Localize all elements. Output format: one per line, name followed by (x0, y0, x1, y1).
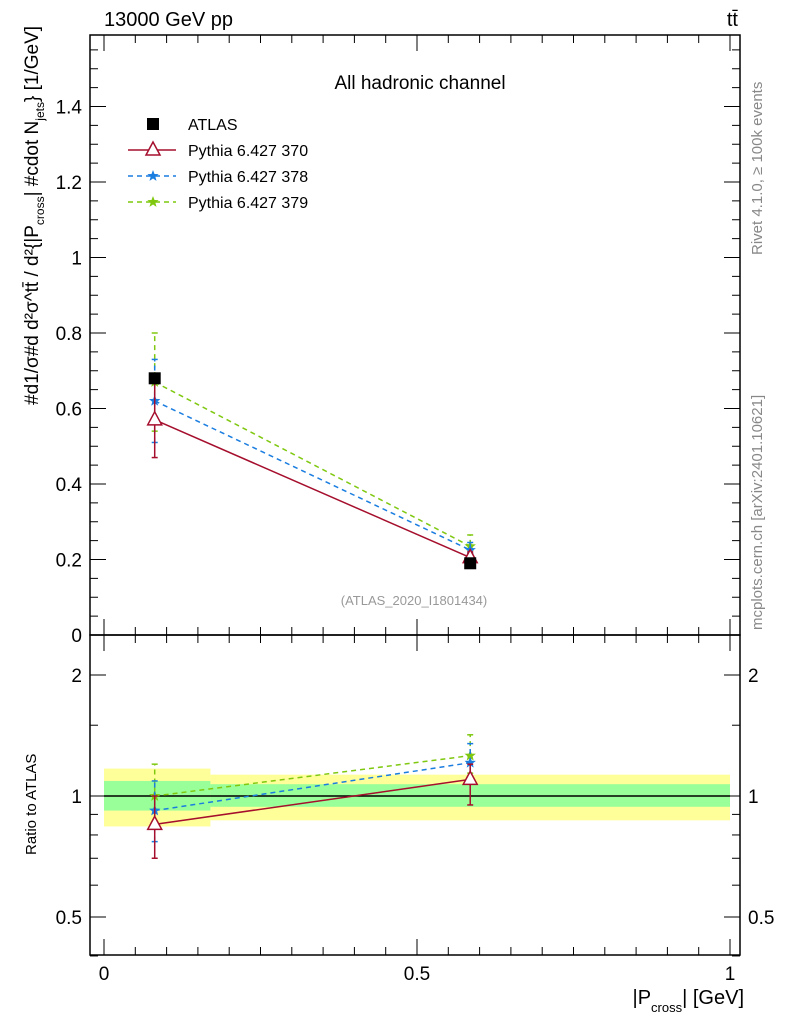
pythia-378-line (154, 400, 471, 551)
y-axis-label-mid: | #cdot N (22, 121, 43, 197)
x-tick-label: 0 (99, 964, 110, 985)
y-axis-label-sub1: cross (33, 196, 47, 225)
y-axis-label: #d1/σ#d d²σ^tt̄ / d²{|Pcross| #cdot Njet… (22, 26, 47, 405)
legend-label-pythia-378: Pythia 6.427 378 (188, 169, 308, 186)
analysis-label: (ATLAS_2020_I1801434) (341, 593, 487, 608)
y-tick-label: 1 (71, 249, 82, 270)
y-axis-label-main: #d1/σ#d d²σ^tt̄ / d²{|P (22, 225, 43, 405)
legend-marker-atlas (147, 118, 159, 130)
ratio-y-tick-label-right: 2 (748, 666, 759, 687)
y-tick-label: 0.2 (56, 551, 82, 572)
header-energy: 13000 GeV pp (104, 9, 233, 31)
pythia-370-point (146, 410, 163, 426)
legend-label-pythia-379: Pythia 6.427 379 (188, 195, 308, 212)
x-tick-label: 0.5 (404, 964, 430, 985)
ratio-y-tick-label: 0.5 (56, 908, 82, 929)
y-tick-label: 0.4 (56, 475, 83, 496)
y-tick-label: 1.2 (56, 173, 82, 194)
chart-title: All hadronic channel (334, 73, 505, 94)
ratio-pythia-378-line (154, 761, 471, 812)
mcplots-label: mcplots.cern.ch [arXiv:2401.10621] (749, 395, 766, 630)
ratio-pythia-370-line (154, 778, 471, 826)
header-process: tt̄ (727, 9, 739, 31)
rivet-label: Rivet 4.1.0, ≥ 100k events (749, 82, 766, 255)
legend-marker-pythia-379 (147, 196, 159, 207)
ratio-pythia-378-point (464, 756, 476, 768)
ratio-y-tick-label: 1 (71, 787, 82, 808)
ratio-pythia-379-point (464, 749, 476, 761)
ratio-y-tick-label-right: 1 (748, 787, 759, 808)
y-tick-label: 0.8 (56, 324, 82, 345)
ratio-y-tick-label-right: 0.5 (748, 908, 774, 929)
y-tick-label: 0 (71, 626, 82, 647)
pythia-379-line (154, 381, 471, 547)
atlas-point (464, 557, 477, 570)
pythia-370-line (154, 419, 471, 559)
ratio-pythia-370-point (146, 814, 163, 831)
ratio-y-tick-label: 2 (71, 666, 82, 687)
y-tick-label: 1.4 (56, 98, 83, 119)
ratio-y-axis-label: Ratio to ATLAS (23, 754, 40, 855)
x-axis-label: |Pcross| [GeV] (633, 987, 745, 1015)
legend-marker-pythia-378 (147, 170, 159, 181)
ratio-frame (89, 634, 741, 956)
x-tick-label: 1 (725, 964, 736, 985)
legend-marker-pythia-370 (144, 140, 162, 156)
legend-label-pythia-370: Pythia 6.427 370 (188, 143, 308, 160)
ratio-pythia-370-point (461, 769, 479, 786)
y-tick-label: 0.6 (56, 400, 82, 421)
y-axis-label-tail: } [1/GeV] (22, 26, 43, 102)
ratio-pythia-379-line (154, 754, 471, 797)
legend-label-atlas: ATLAS (188, 117, 238, 134)
y-axis-label-sub2: jets (33, 102, 47, 122)
atlas-point (148, 372, 161, 385)
